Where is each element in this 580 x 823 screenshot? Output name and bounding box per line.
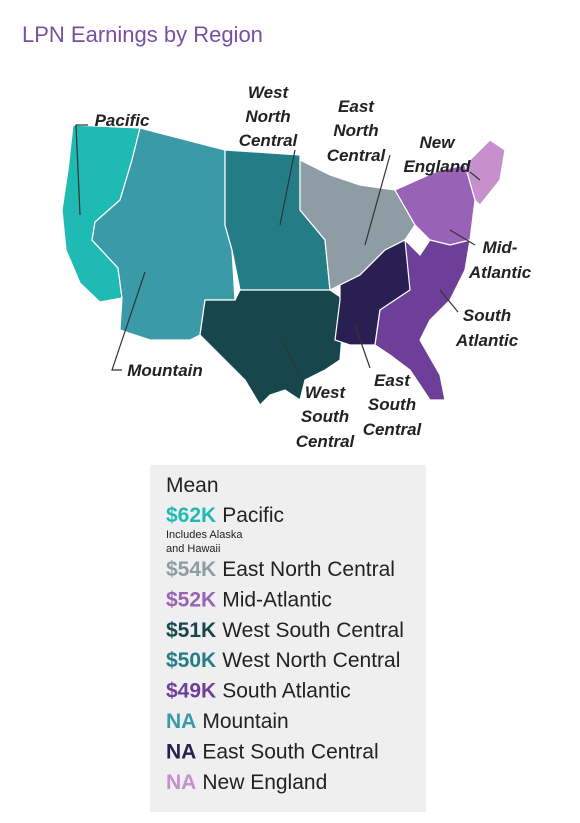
legend-note: Includes Alaska	[166, 529, 243, 541]
legend-item: NA East South Central	[166, 740, 379, 763]
map-label: North	[245, 107, 290, 126]
legend-note: and Hawaii	[166, 543, 220, 555]
legend-heading: Mean	[166, 474, 219, 497]
legend-item: $62K Pacific	[166, 504, 284, 527]
leader-lines	[75, 124, 481, 379]
region-south-atlantic	[374, 238, 471, 401]
title: LPN Earnings by Region	[22, 22, 263, 47]
legend-value: NA	[166, 710, 196, 733]
legend-value: $54K	[166, 558, 216, 581]
legend-item: NA New England	[166, 771, 327, 794]
legend-region: New England	[202, 771, 327, 794]
legend-value: $52K	[166, 588, 216, 611]
map-label: Atlantic	[455, 331, 519, 350]
map-label: Mountain	[127, 361, 203, 380]
legend-item: $50K West North Central	[166, 649, 400, 672]
map-label: Atlantic	[468, 263, 532, 282]
map-label: England	[403, 157, 471, 176]
legend-region: West North Central	[222, 649, 400, 672]
legend-item: NA Mountain	[166, 710, 289, 733]
map-label: New	[420, 133, 457, 152]
legend-region: East North Central	[222, 558, 395, 581]
map-label: South	[463, 306, 511, 325]
region-new-england	[464, 139, 506, 206]
legend-items: $62K Pacific Includes Alaska and Hawaii $54K…	[166, 504, 404, 794]
map	[61, 124, 506, 406]
legend-region: Pacific	[222, 504, 284, 527]
map-label: West	[305, 383, 347, 402]
map-label: East	[338, 97, 375, 116]
legend-item: $52K Mid-Atlantic	[166, 588, 332, 611]
legend-value: $50K	[166, 649, 216, 672]
legend-value: $49K	[166, 680, 216, 703]
map-label: Central	[296, 432, 356, 451]
map-label: East	[374, 371, 411, 390]
legend-value: $62K	[166, 504, 216, 527]
legend-value: NA	[166, 740, 196, 763]
legend-region: Mountain	[202, 710, 288, 733]
legend-box	[150, 465, 426, 812]
legend-region: East South Central	[202, 740, 378, 763]
legend-item: $51K West South Central	[166, 619, 404, 642]
legend: Mean $62K Pacific Includes Alaska and Hawai…	[150, 465, 426, 812]
map-label: South	[301, 407, 349, 426]
map-label: North	[333, 121, 378, 140]
legend-region: South Atlantic	[222, 680, 350, 703]
legend-item: $49K South Atlantic	[166, 680, 351, 703]
map-label: Central	[239, 131, 299, 150]
legend-region: West South Central	[222, 619, 404, 642]
map-label: Mid-	[483, 238, 518, 257]
legend-value: NA	[166, 771, 196, 794]
map-label: Central	[327, 146, 387, 165]
legend-item: $54K East North Central	[166, 558, 395, 581]
legend-region: Mid-Atlantic	[222, 588, 332, 611]
map-labels: Pacific West North Central East North Ce…	[95, 83, 532, 451]
map-label: West	[248, 83, 290, 102]
map-label: Central	[363, 420, 423, 439]
map-label: South	[368, 395, 416, 414]
legend-value: $51K	[166, 619, 216, 642]
map-label: Pacific	[95, 111, 150, 130]
